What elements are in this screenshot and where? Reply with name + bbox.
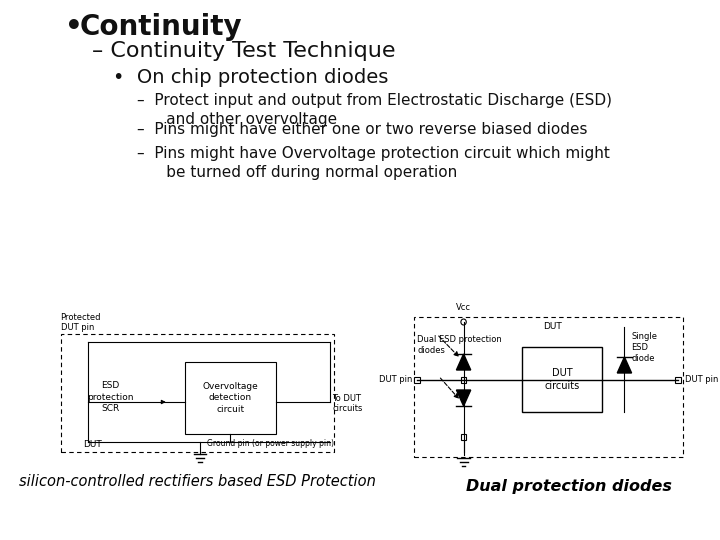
Text: –  Protect input and output from Electrostatic Discharge (ESD)
      and other o: – Protect input and output from Electros… [138, 93, 613, 127]
Polygon shape [456, 354, 471, 370]
Bar [415, 377, 420, 383]
Bar [185, 362, 276, 434]
Text: •  On chip protection diodes: • On chip protection diodes [113, 68, 389, 87]
Text: –  Pins might have Overvoltage protection circuit which might
      be turned of: – Pins might have Overvoltage protection… [138, 146, 611, 180]
Text: To DUT
circuits: To DUT circuits [332, 394, 363, 414]
Text: DUT: DUT [84, 440, 102, 449]
Polygon shape [617, 357, 631, 373]
Text: DUT pin: DUT pin [379, 375, 413, 384]
Text: silicon-controlled rectifiers based ESD Protection: silicon-controlled rectifiers based ESD … [19, 474, 376, 489]
Text: –  Pins might have either one or two reverse biased diodes: – Pins might have either one or two reve… [138, 122, 588, 137]
Bar [461, 434, 467, 440]
Text: DUT
circuits: DUT circuits [544, 368, 580, 391]
Text: Dual protection diodes: Dual protection diodes [466, 479, 672, 494]
Bar [415, 317, 683, 457]
Circle shape [461, 319, 467, 325]
Text: Ground pin (or power supply pin): Ground pin (or power supply pin) [207, 439, 334, 448]
Bar [61, 334, 334, 452]
Text: DUT: DUT [544, 322, 562, 331]
Text: Single
ESD
diode: Single ESD diode [631, 332, 657, 363]
Text: ESD
protection
SCR: ESD protection SCR [87, 381, 134, 413]
Text: Continuity: Continuity [79, 13, 242, 41]
Text: •: • [65, 13, 83, 41]
Text: Vcc: Vcc [456, 303, 471, 312]
Polygon shape [456, 390, 471, 406]
Bar [675, 377, 680, 383]
Bar [461, 377, 467, 383]
Text: DUT pin: DUT pin [685, 375, 719, 384]
Text: Protected
DUT pin: Protected DUT pin [60, 313, 101, 332]
Text: – Continuity Test Technique: – Continuity Test Technique [92, 41, 395, 61]
Text: Dual ESD protection
diodes: Dual ESD protection diodes [417, 335, 502, 355]
Bar [522, 347, 602, 412]
Text: Overvoltage
detection
circuit: Overvoltage detection circuit [202, 382, 258, 414]
